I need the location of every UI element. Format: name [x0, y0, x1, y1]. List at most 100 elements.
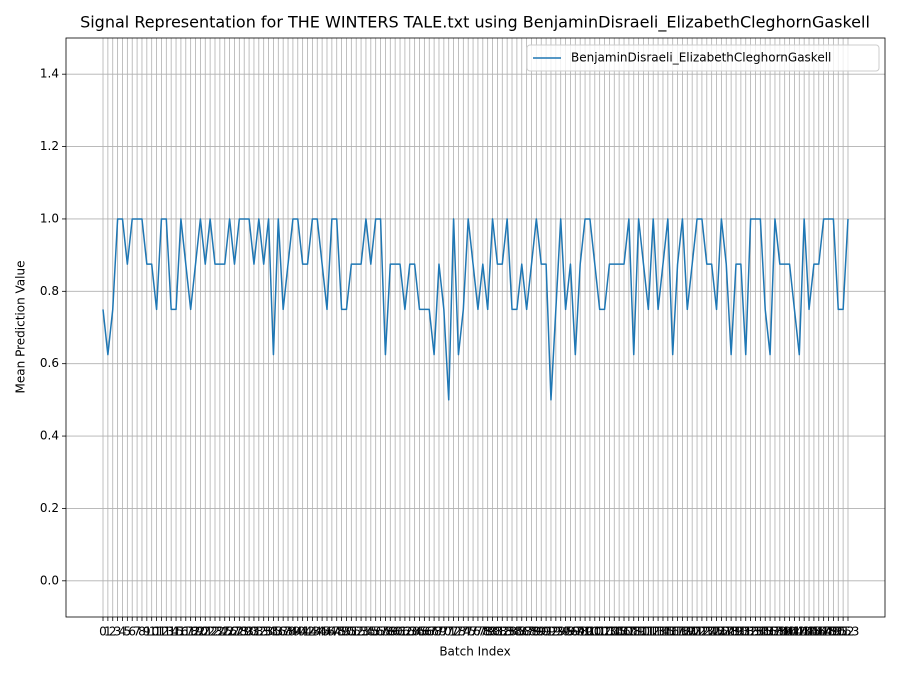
x-tick-label: 20 [193, 625, 208, 639]
y-tick-label: 0.2 [40, 501, 59, 515]
x-tick-label: 92 [543, 625, 558, 639]
x-tick-label: 86 [514, 625, 529, 639]
x-tick-label: 15 [168, 625, 183, 639]
x-tick-label: 115 [652, 625, 675, 639]
x-tick-label: 77 [470, 625, 485, 639]
x-tick-label: 43 [305, 625, 320, 639]
x-tick-label: 98 [573, 625, 588, 639]
x-tick-label: 125 [700, 625, 723, 639]
x-tick-label: 83 [500, 625, 515, 639]
x-tick-label: 79 [480, 625, 495, 639]
x-tick-label: 48 [329, 625, 344, 639]
x-tick-label: 145 [798, 625, 821, 639]
x-tick-label: 117 [661, 625, 684, 639]
x-tick-label: 88 [524, 625, 539, 639]
x-tick-label: 53 [353, 625, 368, 639]
y-tick-label: 0.0 [40, 573, 59, 587]
x-tick-label: 65 [412, 625, 427, 639]
x-tick-label: 13 [159, 625, 174, 639]
x-tick-label: 152 [832, 625, 855, 639]
x-tick-label: 150 [822, 625, 845, 639]
x-tick-label: 12 [154, 625, 169, 639]
x-tick-label: 37 [276, 625, 291, 639]
x-tick-label: 67 [422, 625, 437, 639]
x-tick-label: 102 [588, 625, 611, 639]
x-tick-label: 73 [451, 625, 466, 639]
x-tick-label: 116 [656, 625, 679, 639]
x-tick-label: 40 [290, 625, 305, 639]
x-tick-label: 46 [319, 625, 334, 639]
x-tick-label: 96 [563, 625, 578, 639]
x-tick-label: 71 [441, 625, 456, 639]
x-tick-label: 109 [622, 625, 645, 639]
x-tick-label: 60 [388, 625, 403, 639]
x-tick-label: 22 [202, 625, 217, 639]
x-tick-label: 31 [246, 625, 261, 639]
x-tick-label: 7 [133, 625, 141, 639]
x-tick-label: 112 [637, 625, 660, 639]
x-tick-label: 1 [104, 625, 112, 639]
x-tick-label: 148 [812, 625, 835, 639]
y-tick-label: 1.0 [40, 211, 59, 225]
x-tick-label: 75 [461, 625, 476, 639]
x-tick-label: 3 [114, 625, 122, 639]
x-tick-label: 126 [705, 625, 728, 639]
x-tick-label: 58 [378, 625, 393, 639]
x-tick-label: 90 [534, 625, 549, 639]
legend-box [526, 44, 880, 72]
x-tick-label: 30 [241, 625, 256, 639]
x-tick-label: 51 [344, 625, 359, 639]
x-tick-label: 74 [456, 625, 471, 639]
x-tick-label: 80 [485, 625, 500, 639]
x-tick-label: 35 [266, 625, 281, 639]
x-tick-label: 29 [237, 625, 252, 639]
x-tick-label: 91 [538, 625, 553, 639]
x-tick-label: 128 [715, 625, 738, 639]
x-tick-label: 118 [666, 625, 689, 639]
x-tick-label: 72 [446, 625, 461, 639]
x-tick-label: 14 [164, 625, 179, 639]
x-tick-label: 49 [334, 625, 349, 639]
x-tick-label: 103 [593, 625, 616, 639]
x-tick-label: 4 [119, 625, 127, 639]
x-tick-label: 5 [124, 625, 132, 639]
x-tick-label: 121 [681, 625, 704, 639]
x-tick-label: 39 [285, 625, 300, 639]
x-tick-label: 17 [178, 625, 193, 639]
x-tick-label: 69 [431, 625, 446, 639]
x-tick-label: 52 [349, 625, 364, 639]
x-tick-label: 143 [788, 625, 811, 639]
x-tick-label: 135 [749, 625, 772, 639]
x-tick-label: 119 [671, 625, 694, 639]
x-tick-label: 33 [256, 625, 271, 639]
x-tick-label: 8 [138, 625, 146, 639]
x-tick-label: 28 [232, 625, 247, 639]
x-tick-label: 132 [734, 625, 757, 639]
x-tick-label: 10 [144, 625, 159, 639]
y-tick-label: 1.2 [40, 139, 59, 153]
x-tick-label: 32 [251, 625, 266, 639]
x-tick-label: 9 [143, 625, 151, 639]
y-tick-label: 0.4 [40, 429, 59, 443]
x-tick-label: 26 [222, 625, 237, 639]
x-tick-label: 95 [558, 625, 573, 639]
x-tick-label: 122 [686, 625, 709, 639]
x-tick-label: 141 [778, 625, 801, 639]
legend-label: BenjaminDisraeli_ElizabethCleghornGaskel… [571, 51, 831, 65]
x-tick-label: 107 [613, 625, 636, 639]
x-tick-label: 50 [339, 625, 354, 639]
x-tick-label: 108 [617, 625, 640, 639]
x-tick-label: 139 [768, 625, 791, 639]
x-tick-label: 61 [392, 625, 407, 639]
x-tick-label: 87 [519, 625, 534, 639]
x-tick-label: 129 [720, 625, 743, 639]
x-tick-label: 99 [577, 625, 592, 639]
x-tick-label: 25 [217, 625, 232, 639]
x-tick-label: 110 [627, 625, 650, 639]
x-tick-label: 124 [695, 625, 718, 639]
x-tick-label: 104 [598, 625, 621, 639]
x-tick-label: 138 [764, 625, 787, 639]
x-tick-label: 84 [504, 625, 519, 639]
x-tick-label: 64 [407, 625, 422, 639]
x-tick-label: 97 [568, 625, 583, 639]
